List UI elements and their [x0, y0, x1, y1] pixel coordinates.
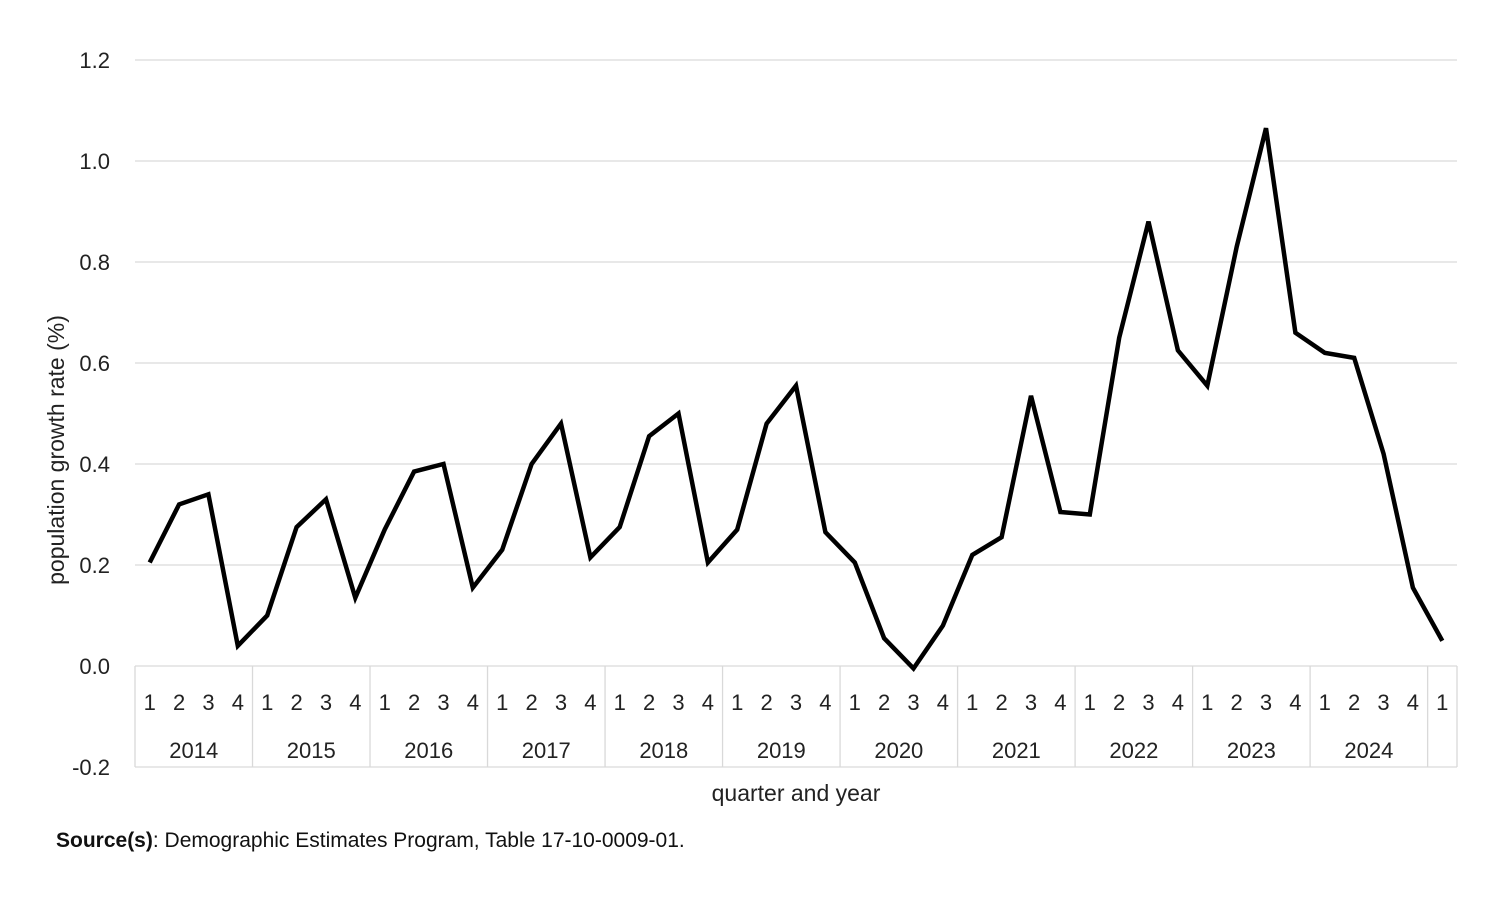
quarter-tick-label: 2: [760, 690, 772, 715]
year-tick-label: 2020: [874, 738, 923, 763]
quarter-tick-label: 1: [849, 690, 861, 715]
quarter-tick-label: 1: [966, 690, 978, 715]
quarter-tick-label: 1: [1436, 690, 1448, 715]
y-tick-label: 1.0: [79, 149, 110, 174]
quarter-tick-label: 3: [790, 690, 802, 715]
quarter-tick-label: 4: [584, 690, 596, 715]
quarter-tick-label: 1: [261, 690, 273, 715]
y-tick-label: 0.4: [79, 452, 110, 477]
quarter-tick-label: 1: [1201, 690, 1213, 715]
quarter-tick-label: 4: [819, 690, 831, 715]
quarter-tick-label: 4: [937, 690, 949, 715]
quarter-tick-label: 1: [144, 690, 156, 715]
quarter-tick-label: 1: [1084, 690, 1096, 715]
year-tick-label: 2016: [404, 738, 453, 763]
quarter-tick-label: 4: [1172, 690, 1184, 715]
quarter-tick-label: 4: [1407, 690, 1419, 715]
year-tick-label: 2017: [522, 738, 571, 763]
x-axis-title: quarter and year: [712, 780, 881, 806]
quarter-tick-label: 2: [525, 690, 537, 715]
y-axis-ticks: -0.2 0.0 0.2 0.4 0.6 0.8 1.0 1.2: [72, 48, 110, 780]
quarter-tick-label: 2: [878, 690, 890, 715]
quarter-tick-label: 2: [996, 690, 1008, 715]
y-tick-label: 0.2: [79, 553, 110, 578]
quarter-tick-label: 3: [907, 690, 919, 715]
y-tick-label: 0.8: [79, 250, 110, 275]
series-line: [147, 127, 1445, 673]
quarter-tick-label: 4: [232, 690, 244, 715]
quarter-tick-label: 3: [1377, 690, 1389, 715]
category-grid: [134, 666, 1458, 768]
quarter-tick-label: 4: [467, 690, 479, 715]
quarter-tick-label: 2: [173, 690, 185, 715]
source-text: : Demographic Estimates Program, Table 1…: [152, 829, 685, 852]
source-note: Source(s): Demographic Estimates Program…: [56, 829, 685, 853]
quarter-tick-label: 3: [202, 690, 214, 715]
y-axis-title: population growth rate (%): [43, 315, 69, 585]
quarter-tick-label: 1: [496, 690, 508, 715]
gridlines: [135, 59, 1457, 667]
year-tick-label: 2024: [1344, 738, 1393, 763]
quarter-tick-label: 4: [1054, 690, 1066, 715]
quarter-tick-label: 2: [1113, 690, 1125, 715]
quarter-tick-label: 3: [672, 690, 684, 715]
quarter-tick-label: 2: [408, 690, 420, 715]
quarter-tick-label: 2: [643, 690, 655, 715]
year-tick-label: 2023: [1227, 738, 1276, 763]
quarter-tick-label: 4: [349, 690, 361, 715]
quarter-tick-label: 1: [731, 690, 743, 715]
year-tick-label: 2014: [169, 738, 218, 763]
y-tick-label: 1.2: [79, 48, 110, 73]
quarter-tick-label: 1: [614, 690, 626, 715]
quarter-tick-label: 3: [1142, 690, 1154, 715]
quarter-tick-label: 4: [1289, 690, 1301, 715]
year-tick-label: 2022: [1109, 738, 1158, 763]
year-tick-label: 2018: [639, 738, 688, 763]
year-tick-label: 2019: [757, 738, 806, 763]
quarter-tick-label: 4: [702, 690, 714, 715]
quarter-tick-label: 3: [1025, 690, 1037, 715]
source-label: Source(s): [56, 829, 153, 852]
y-tick-label: -0.2: [72, 755, 110, 780]
quarter-tick-label: 3: [555, 690, 567, 715]
quarter-tick-label: 1: [1319, 690, 1331, 715]
year-tick-label: 2021: [992, 738, 1041, 763]
y-tick-label: 0.0: [79, 654, 110, 679]
y-tick-label: 0.6: [79, 351, 110, 376]
year-tick-label: 2015: [287, 738, 336, 763]
quarter-tick-label: 1: [379, 690, 391, 715]
quarter-tick-label: 3: [1260, 690, 1272, 715]
quarter-tick-label: 3: [437, 690, 449, 715]
quarter-tick-label: 2: [1348, 690, 1360, 715]
quarter-tick-label: 2: [1231, 690, 1243, 715]
quarter-tick-label: 2: [290, 690, 302, 715]
quarter-tick-label: 3: [320, 690, 332, 715]
series-line-group: [147, 127, 1445, 673]
